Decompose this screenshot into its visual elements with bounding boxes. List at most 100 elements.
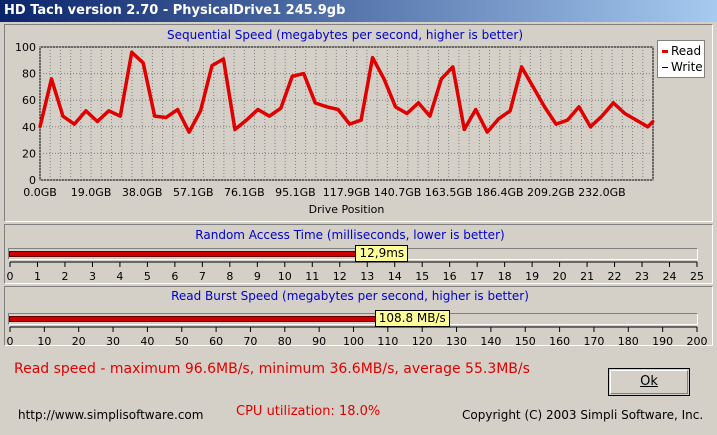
read-point — [623, 112, 627, 115]
read-point — [565, 118, 569, 122]
burst-speed-title: Read Burst Speed (megabytes per second, … — [171, 289, 529, 303]
read-point — [554, 122, 558, 126]
read-point — [61, 114, 65, 118]
read-point — [634, 118, 638, 122]
window-title: HD Tach version 2.70 - PhysicalDrive1 24… — [0, 0, 717, 22]
read-point — [199, 109, 203, 113]
read-point — [474, 108, 478, 112]
read-point — [176, 108, 180, 112]
read-point — [130, 50, 134, 54]
legend-read: Read — [662, 43, 701, 59]
read-point — [485, 130, 489, 134]
read-point — [221, 57, 225, 61]
axis-tick-label: 190 — [652, 335, 673, 348]
read-point — [187, 130, 191, 134]
axis-tick-label: 0 — [7, 270, 14, 283]
axis-tick-label: 19 — [525, 270, 539, 283]
read-point — [577, 105, 581, 109]
read-point — [256, 108, 260, 112]
axis-tick-label: 10 — [278, 270, 292, 283]
axis-tick-label: 13 — [360, 270, 374, 283]
axis-tick-label: 110 — [377, 335, 398, 348]
axis-tick-label: 14 — [388, 270, 402, 283]
burst-speed-track: 108.8 MB/s — [8, 310, 698, 327]
read-speed-summary: Read speed - maximum 96.6MB/s, minimum 3… — [14, 361, 530, 377]
read-point — [600, 114, 604, 118]
legend-read-swatch — [662, 50, 668, 53]
read-point — [267, 114, 271, 118]
axis-tick-label: 200 — [687, 335, 708, 348]
axis-tick-label: 80 — [278, 335, 292, 348]
read-point — [531, 85, 535, 89]
website-link[interactable]: http://www.simplisoftware.com — [18, 408, 204, 422]
axis-tick-label: 150 — [515, 335, 536, 348]
axis-tick-label: 16 — [443, 270, 457, 283]
sequential-chart-title: Sequential Speed (megabytes per second, … — [166, 28, 524, 42]
axis-tick-label: 3 — [89, 270, 96, 283]
read-point — [439, 77, 443, 81]
axis-tick-label: 8 — [226, 270, 233, 283]
axis-tick-label: 140 — [480, 335, 501, 348]
axis-tick-label: 7 — [199, 270, 206, 283]
axis-tick-label: 180 — [618, 335, 639, 348]
legend-write-swatch — [662, 67, 668, 68]
read-point — [107, 109, 111, 113]
read-point — [118, 114, 122, 118]
axis-tick-label: 50 — [175, 335, 189, 348]
ok-button-label: Ok — [640, 374, 658, 389]
read-point — [382, 77, 386, 81]
read-point — [38, 125, 42, 129]
x-tick-label: 76.1GB — [224, 186, 265, 199]
axis-tick-label: 23 — [635, 270, 649, 283]
axis-tick-label: 100 — [343, 335, 364, 348]
chart-legend: Read Write — [657, 40, 705, 78]
y-tick-label: 0 — [29, 174, 36, 187]
read-point — [371, 56, 375, 60]
x-tick-label: 95.1GB — [275, 186, 316, 199]
read-point — [405, 112, 409, 115]
y-tick-label: 60 — [22, 94, 36, 107]
axis-tick-label: 17 — [470, 270, 484, 283]
read-point — [646, 125, 650, 129]
random-access-panel — [4, 224, 713, 284]
axis-tick-label: 20 — [72, 335, 86, 348]
axis-tick-label: 170 — [583, 335, 604, 348]
axis-tick-label: 11 — [305, 270, 319, 283]
copyright-text: Copyright (C) 2003 Simpli Software, Inc. — [462, 408, 704, 422]
read-point — [164, 115, 168, 119]
read-point — [348, 122, 352, 126]
read-point — [497, 117, 501, 121]
ok-button-bevel — [610, 370, 688, 394]
axis-tick-label: 30 — [106, 335, 120, 348]
legend-write: Write — [662, 59, 703, 75]
x-tick-label: 19.0GB — [71, 186, 112, 199]
axis-tick-label: 18 — [498, 270, 512, 283]
axis-tick-label: 9 — [254, 270, 261, 283]
axis-tick-label: 2 — [61, 270, 68, 283]
burst-speed-bar — [9, 316, 381, 322]
axis-tick-label: 22 — [608, 270, 622, 283]
axis-tick-label: 20 — [553, 270, 567, 283]
legend-write-label: Write — [671, 60, 703, 74]
axis-tick-label: 4 — [116, 270, 123, 283]
read-point — [141, 61, 145, 65]
y-tick-label: 100 — [15, 41, 36, 54]
sequential-speed-chart: 0 20 40 60 80 100 0.0GB 19.0GB 38.0GB 57.1GB 76.1G… — [15, 41, 655, 216]
axis-tick-label: 1 — [34, 270, 41, 283]
read-point — [651, 119, 655, 123]
burst-speed-axis: 0 10 20 30 40 50 60 70 80 90 100 110 120 130 140 150 160… — [7, 326, 708, 348]
read-point — [313, 101, 317, 105]
read-point — [451, 65, 455, 69]
axis-tick-label: 40 — [140, 335, 154, 348]
axis-tick-label: 24 — [663, 270, 677, 283]
burst-speed-panel — [4, 286, 713, 346]
read-point — [588, 125, 592, 129]
ok-button[interactable]: Ok — [608, 368, 690, 396]
y-tick-label: 20 — [22, 147, 36, 160]
axis-tick-label: 10 — [37, 335, 51, 348]
read-point — [95, 119, 99, 123]
read-point — [520, 65, 524, 69]
axis-tick-label: 21 — [580, 270, 594, 283]
x-tick-label: 140.7GB — [374, 186, 422, 199]
read-point — [428, 114, 432, 118]
